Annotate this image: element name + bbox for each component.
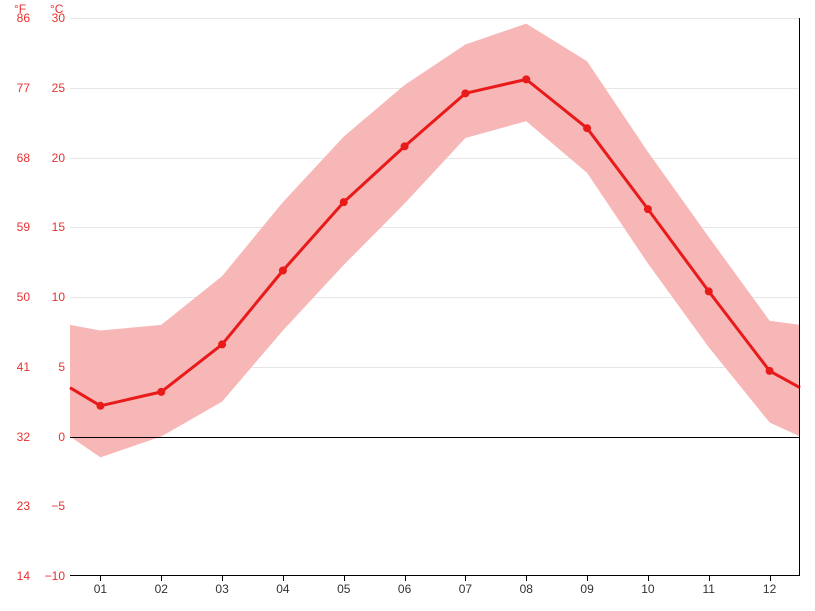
x-label-month: 05 (329, 582, 359, 596)
x-tick (344, 576, 345, 581)
x-label-month: 08 (511, 582, 541, 596)
x-label-month: 07 (450, 582, 480, 596)
data-point-marker (340, 198, 348, 206)
y-label-fahrenheit: 50 (0, 290, 30, 304)
x-label-month: 09 (572, 582, 602, 596)
x-label-month: 04 (268, 582, 298, 596)
x-label-month: 02 (146, 582, 176, 596)
x-label-month: 12 (755, 582, 785, 596)
y-label-fahrenheit: 14 (0, 569, 30, 583)
data-point-marker (218, 340, 226, 348)
y-label-celsius: 0 (35, 430, 65, 444)
x-label-month: 06 (390, 582, 420, 596)
x-label-month: 10 (633, 582, 663, 596)
x-tick (222, 576, 223, 581)
y-label-celsius: 25 (35, 81, 65, 95)
y-label-celsius: 10 (35, 290, 65, 304)
y-label-celsius: −10 (35, 569, 65, 583)
plot-area (70, 18, 800, 576)
celsius-axis-title: °C (50, 2, 63, 16)
data-point-marker (401, 142, 409, 150)
x-tick (709, 576, 710, 581)
y-label-fahrenheit: 32 (0, 430, 30, 444)
x-label-month: 01 (85, 582, 115, 596)
data-point-marker (644, 205, 652, 213)
data-point-marker (705, 287, 713, 295)
x-tick (526, 576, 527, 581)
data-point-marker (279, 266, 287, 274)
y-label-celsius: 5 (35, 360, 65, 374)
data-point-marker (157, 388, 165, 396)
y-label-celsius: 15 (35, 220, 65, 234)
x-label-month: 11 (694, 582, 724, 596)
temperature-range-band (70, 24, 800, 458)
x-tick (405, 576, 406, 581)
data-point-marker (583, 124, 591, 132)
chart-svg (70, 18, 800, 576)
x-label-month: 03 (207, 582, 237, 596)
x-tick (283, 576, 284, 581)
x-tick (161, 576, 162, 581)
bottom-axis-line (70, 575, 800, 577)
x-tick (648, 576, 649, 581)
y-label-fahrenheit: 68 (0, 151, 30, 165)
data-point-marker (461, 89, 469, 97)
y-label-celsius: −5 (35, 499, 65, 513)
y-label-fahrenheit: 59 (0, 220, 30, 234)
x-tick (587, 576, 588, 581)
data-point-marker (766, 367, 774, 375)
y-label-celsius: 20 (35, 151, 65, 165)
fahrenheit-axis-title: °F (14, 2, 26, 16)
data-point-marker (96, 402, 104, 410)
y-label-fahrenheit: 23 (0, 499, 30, 513)
temperature-chart: −10−5051015202530142332415059687786°C°F0… (0, 0, 815, 611)
x-tick (465, 576, 466, 581)
x-tick (100, 576, 101, 581)
y-label-fahrenheit: 41 (0, 360, 30, 374)
zero-line (70, 437, 800, 439)
data-point-marker (522, 75, 530, 83)
y-label-fahrenheit: 77 (0, 81, 30, 95)
x-tick (770, 576, 771, 581)
right-axis-line (799, 18, 801, 576)
